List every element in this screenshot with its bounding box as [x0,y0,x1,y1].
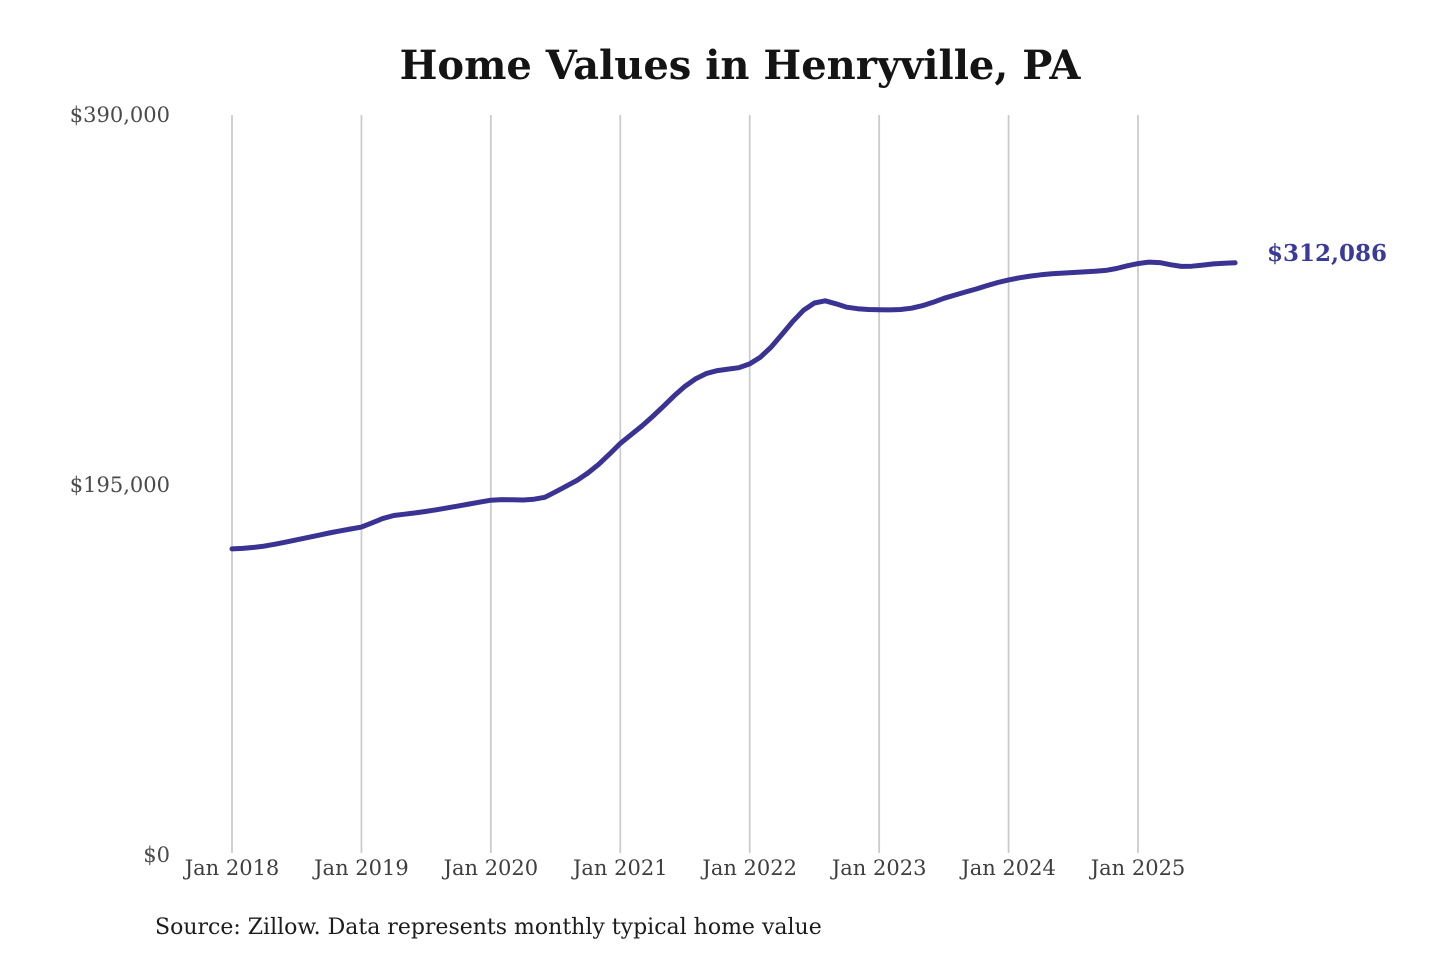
x-axis-tick-label: Jan 2019 [314,856,409,880]
x-axis-tick-label: Jan 2020 [443,856,539,880]
x-axis-tick-label: Jan 2023 [831,856,927,880]
y-axis-tick-label: $0 [143,843,170,867]
chart-title: Home Values in Henryville, PA [399,42,1081,89]
end-value-label: $312,086 [1267,240,1388,267]
home-values-line [229,259,1238,552]
y-axis-tick-label: $390,000 [69,103,170,127]
x-axis-tick-label: Jan 2024 [961,856,1056,880]
x-axis-tick-label: Jan 2018 [184,856,280,880]
x-axis-tick-label: Jan 2025 [1090,856,1186,880]
source-note: Source: Zillow. Data represents monthly … [155,915,822,940]
y-axis-tick-label: $195,000 [69,473,170,497]
x-axis-tick-label: Jan 2022 [702,856,798,880]
x-axis-tick-label: Jan 2021 [572,856,668,880]
